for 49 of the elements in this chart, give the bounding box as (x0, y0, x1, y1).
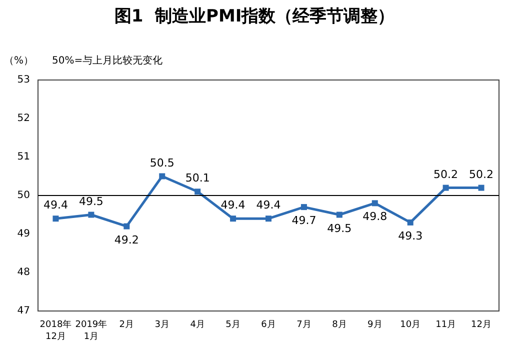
data-label: 49.7 (292, 214, 316, 228)
point (230, 216, 236, 222)
data-label: 49.4 (43, 198, 68, 212)
text: 50%=与上月比较无变化 (52, 54, 163, 66)
chart-title: 图1 制造业PMI指数（经季节调整） (114, 6, 395, 26)
data-label: 49.5 (327, 222, 352, 235)
x-tick-label: 2019年 1月 (75, 319, 108, 342)
point (372, 200, 378, 206)
data-label: 50.1 (185, 172, 210, 185)
data-label: 49.5 (78, 194, 104, 208)
x-tick-label: 3月 (154, 320, 170, 330)
x-tick-label: 6月 (261, 320, 276, 330)
x-tick-label: 10月 (400, 320, 421, 330)
data-label: 49.3 (398, 229, 423, 242)
x-tick-label: 2018年 12月 (40, 319, 72, 342)
x-tick-label: 11月 (436, 320, 456, 330)
y-tick-label: 47 (17, 306, 30, 316)
data-label: 50.2 (469, 168, 494, 181)
y-tick-label: 51 (17, 152, 30, 162)
point (478, 184, 484, 191)
point (336, 212, 342, 218)
x-tick-label: 2月 (119, 320, 134, 330)
point (266, 216, 272, 222)
y-tick-label: 52 (17, 113, 30, 124)
y-tick-label: 49 (17, 228, 30, 240)
y-tick-label: 48 (17, 267, 30, 278)
point (52, 216, 59, 222)
point (442, 184, 449, 191)
x-tick-label: 7月 (296, 320, 312, 330)
data-label: 49.2 (114, 233, 139, 246)
y-tick-label: 53 (17, 74, 30, 86)
point (159, 173, 166, 180)
point (300, 204, 307, 210)
x-tick-label: 4月 (190, 320, 205, 330)
point (407, 219, 414, 226)
data-label: 50.2 (434, 168, 458, 181)
x-tick-label: 12月 (471, 320, 492, 330)
y-tick-label: 50 (17, 190, 30, 201)
point (194, 188, 201, 195)
data-label: 49.4 (256, 198, 281, 212)
data-label: 49.4 (220, 198, 246, 212)
y-axis-title: （%） (4, 56, 34, 66)
x-tick-label: 5月 (226, 320, 240, 330)
x-tick-label: 8月 (332, 320, 347, 330)
x-tick-label: 9月 (368, 320, 382, 330)
data-label: 49.8 (362, 210, 388, 224)
point (88, 212, 94, 218)
data-label: 50.5 (150, 156, 174, 170)
point (124, 223, 130, 230)
